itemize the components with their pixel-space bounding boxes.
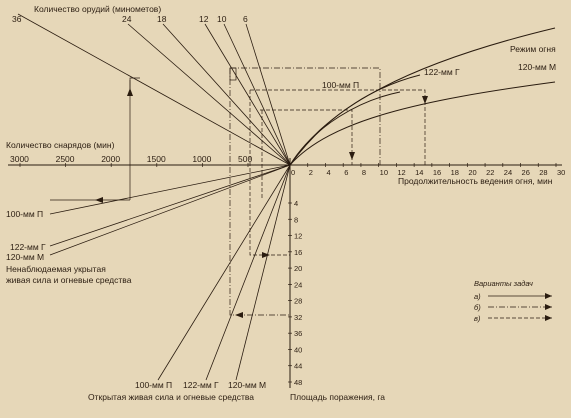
- variant-c-path: [249, 89, 426, 256]
- label-hidden-100P: 100-мм П: [6, 209, 43, 219]
- variant-b-arrow: [545, 304, 552, 310]
- variants-legend: Варианты задач а) б) в): [474, 279, 552, 323]
- area-tick-label: 36: [294, 329, 302, 338]
- guns-tick-24: 24: [122, 14, 132, 24]
- time-tick-label: 8: [362, 168, 366, 177]
- variant-c-arrow: [545, 315, 552, 321]
- variants-legend-title: Варианты задач: [474, 279, 533, 288]
- variant-a-label: а): [474, 292, 481, 301]
- time-tick-label: 2: [309, 168, 313, 177]
- shells-count-title: Количество снарядов (мин): [6, 140, 115, 150]
- time-tick-label: 4: [326, 168, 330, 177]
- time-tick-label: 20: [468, 168, 476, 177]
- area-tick-label: 28: [294, 297, 302, 306]
- label-mode-120M: 120-мм М: [518, 62, 556, 72]
- guide-box: [229, 67, 237, 81]
- open-force-title: Открытая живая сила и огневые средства: [88, 392, 254, 402]
- variant-b-path: [229, 67, 381, 316]
- area-tick-label: 16: [294, 248, 302, 257]
- area-axis-title: Площадь поражения, га: [290, 392, 385, 402]
- variant-c-label: в): [474, 314, 481, 323]
- curve-122G: [289, 74, 421, 166]
- label-open-120M: 120-мм М: [228, 380, 266, 390]
- variant-a-arrow: [545, 293, 552, 299]
- area-tick-label: 32: [294, 313, 302, 322]
- area-tick-label: 44: [294, 362, 302, 371]
- arrow-markers: [95, 88, 428, 318]
- shells-tick-label: 1000: [192, 154, 211, 164]
- label-mode-122G: 122-мм Г: [424, 67, 460, 77]
- hidden-force-lines: [49, 164, 291, 256]
- time-tick-label: 14: [415, 168, 423, 177]
- label-open-100P: 100-мм П: [135, 380, 172, 390]
- hidden-force-title-2: живая сила и огневые средства: [6, 275, 132, 285]
- time-tick-label: 16: [433, 168, 441, 177]
- time-tick-label: 10: [380, 168, 388, 177]
- time-tick-label: 26: [522, 168, 530, 177]
- curve-120M: [289, 81, 556, 166]
- time-tick-label: 30: [557, 168, 565, 177]
- shells-tick-label: 500: [238, 154, 252, 164]
- guns-tick-18: 18: [157, 14, 167, 24]
- time-tick-label: 18: [451, 168, 459, 177]
- shells-tick-label: 2500: [56, 154, 75, 164]
- hidden-force-title: Ненаблюдаемая укрытая: [6, 264, 106, 274]
- shells-axis-ticks: 3000 2500 2000 1500 1000 500: [10, 154, 252, 167]
- guns-fan-lines: [17, 13, 291, 166]
- label-hidden-120M: 120-мм М: [6, 252, 44, 262]
- label-mode-100P: 100-мм П: [322, 80, 359, 90]
- label-hidden-122G: 122-мм Г: [10, 242, 46, 252]
- area-tick-label: 12: [294, 232, 302, 241]
- time-tick-label: 0: [291, 168, 295, 177]
- guns-tick-12: 12: [199, 14, 209, 24]
- variant-a-path: [50, 77, 140, 201]
- area-tick-label: 40: [294, 345, 302, 354]
- area-tick-label: 20: [294, 264, 302, 273]
- open-force-lines: [157, 164, 291, 381]
- curve-100P: [289, 91, 401, 166]
- fire-mode-title: Режим огня: [510, 44, 556, 54]
- duration-axis-title: Продолжительность ведения огня, мин: [398, 176, 553, 186]
- shells-tick-label: 2000: [101, 154, 120, 164]
- shells-tick-label: 1500: [147, 154, 166, 164]
- fire-mode-curves: [289, 27, 556, 166]
- time-tick-label: 12: [397, 168, 405, 177]
- time-tick-label: 28: [539, 168, 547, 177]
- time-tick-label: 6: [344, 168, 348, 177]
- guns-tick-36: 36: [12, 14, 22, 24]
- shells-tick-label: 3000: [10, 154, 29, 164]
- time-tick-label: 22: [486, 168, 494, 177]
- duration-axis-ticks: 0 2 4 6 8 10 12 14 16 18 20 22 24 26 28 30: [289, 163, 565, 177]
- area-tick-label: 8: [294, 215, 298, 224]
- area-tick-label: 24: [294, 280, 302, 289]
- guns-tick-10: 10: [217, 14, 227, 24]
- variant-b-label: б): [474, 303, 481, 312]
- area-tick-label: 48: [294, 378, 302, 387]
- time-tick-label: 24: [504, 168, 512, 177]
- guns-count-title: Количество орудий (минометов): [34, 4, 161, 14]
- guns-tick-6: 6: [243, 14, 248, 24]
- area-tick-label: 4: [294, 199, 298, 208]
- label-open-122G: 122-мм Г: [183, 380, 219, 390]
